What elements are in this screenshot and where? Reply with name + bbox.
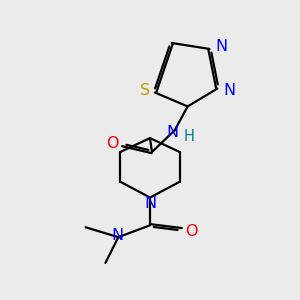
- Text: O: O: [106, 136, 118, 151]
- Text: N: N: [215, 40, 227, 55]
- Text: N: N: [223, 83, 235, 98]
- Text: N: N: [167, 125, 179, 140]
- Text: N: N: [144, 196, 156, 211]
- Text: O: O: [185, 224, 198, 239]
- Text: S: S: [140, 83, 150, 98]
- Text: N: N: [111, 228, 123, 243]
- Text: H: H: [183, 129, 194, 144]
